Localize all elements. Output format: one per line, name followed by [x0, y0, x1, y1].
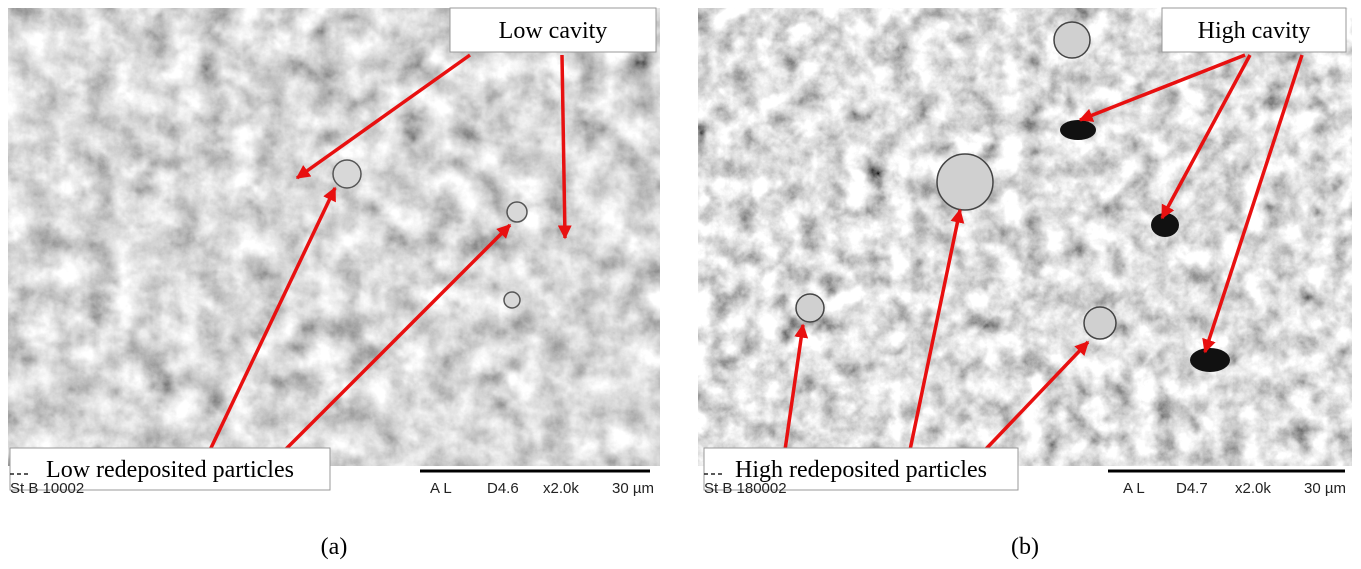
- sample-id: St B 180002: [704, 480, 787, 497]
- caption: (b): [1011, 534, 1039, 560]
- sample-id: St B 10002: [10, 480, 84, 497]
- cavity-label: Low cavity: [499, 18, 608, 44]
- mode: A L: [1123, 480, 1145, 497]
- caption: (a): [321, 534, 348, 560]
- scale: 30 µm: [1304, 480, 1346, 497]
- panel-b: High cavity High redeposited particles S…: [698, 8, 1352, 560]
- mode: A L: [430, 480, 452, 497]
- figure: Low cavity Low redeposited particles St …: [0, 0, 1361, 569]
- magnification: x2.0k: [1235, 480, 1271, 497]
- panel-a: Low cavity Low redeposited particles St …: [8, 8, 660, 560]
- magnification: x2.0k: [543, 480, 579, 497]
- distance: D4.6: [487, 480, 519, 497]
- cavity-label: High cavity: [1198, 18, 1311, 44]
- scale: 30 µm: [612, 480, 654, 497]
- sem-image: [698, 8, 1352, 466]
- distance: D4.7: [1176, 480, 1208, 497]
